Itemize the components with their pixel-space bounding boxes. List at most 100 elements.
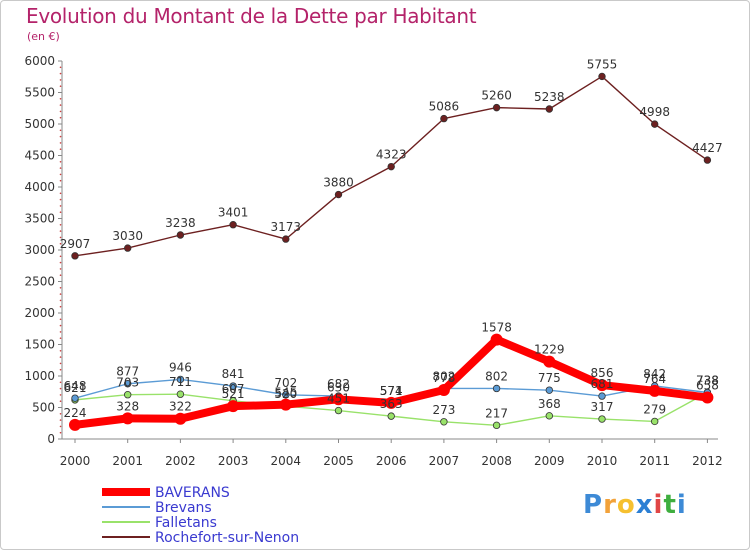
y-minor-tick xyxy=(59,274,62,277)
data-label: 841 xyxy=(222,367,245,381)
data-point xyxy=(123,391,132,399)
data-point xyxy=(492,103,501,112)
data-label: 621 xyxy=(64,381,87,395)
y-minor-tick xyxy=(59,224,62,226)
data-point xyxy=(123,244,132,252)
data-point xyxy=(385,396,398,409)
data-label: 571 xyxy=(380,384,403,398)
y-minor-tick xyxy=(59,148,62,150)
data-point xyxy=(121,412,134,425)
data-point xyxy=(229,221,237,229)
data-point xyxy=(282,235,290,243)
data-point xyxy=(598,72,606,81)
y-minor-tick xyxy=(59,135,62,138)
data-label: 574 xyxy=(380,384,403,398)
data-label: 224 xyxy=(64,406,87,420)
y-minor-tick xyxy=(59,293,62,295)
data-point xyxy=(440,418,448,426)
y-minor-tick xyxy=(59,350,62,352)
y-minor-tick xyxy=(59,179,62,182)
logo-letter: r xyxy=(603,490,617,520)
y-minor-tick xyxy=(59,381,62,384)
data-point xyxy=(176,390,185,398)
y-minor-tick xyxy=(59,299,62,302)
data-label: 842 xyxy=(643,367,666,381)
data-point xyxy=(176,375,185,384)
data-label: 648 xyxy=(64,379,87,393)
data-label: 3173 xyxy=(271,220,302,234)
data-point xyxy=(598,392,606,400)
data-label: 322 xyxy=(169,400,192,414)
y-minor-tick xyxy=(59,85,62,87)
y-minor-tick xyxy=(59,337,62,340)
data-point xyxy=(545,386,553,394)
y-minor-tick xyxy=(59,368,62,371)
y-minor-tick xyxy=(59,419,62,421)
chart-subtitle: (en €) xyxy=(27,30,60,43)
data-point xyxy=(490,333,503,346)
data-label: 775 xyxy=(538,371,561,385)
x-tick-label: 2000 xyxy=(60,454,91,468)
data-label: 328 xyxy=(116,399,139,413)
data-label: 681 xyxy=(591,377,614,391)
data-label: 802 xyxy=(432,369,455,383)
y-minor-tick xyxy=(59,400,62,403)
logo-letter: i xyxy=(676,490,687,520)
x-tick-label: 2009 xyxy=(534,454,565,468)
data-label: 5086 xyxy=(429,100,460,114)
data-point xyxy=(334,190,343,199)
data-point xyxy=(387,162,395,171)
chart-title: Evolution du Montant de la Dette par Hab… xyxy=(26,4,477,28)
data-point xyxy=(598,415,606,423)
y-minor-tick xyxy=(59,261,62,264)
data-label: 3030 xyxy=(112,229,143,243)
data-point xyxy=(545,105,553,113)
data-point xyxy=(703,156,712,164)
data-label: 764 xyxy=(643,372,666,386)
data-label: 946 xyxy=(169,360,192,374)
y-minor-tick xyxy=(59,161,62,163)
y-tick-label: 2000 xyxy=(24,306,55,320)
logo-letter: x xyxy=(635,490,654,520)
data-label: 521 xyxy=(222,387,245,401)
x-tick-label: 2007 xyxy=(429,454,460,468)
data-point xyxy=(596,379,608,392)
logo-letter: o xyxy=(616,490,636,520)
data-label: 451 xyxy=(327,392,350,406)
logo-letter: i xyxy=(653,490,664,520)
data-point xyxy=(437,383,450,396)
y-minor-tick xyxy=(59,324,62,327)
legend-label: Brevans xyxy=(155,500,212,516)
y-tick-label: 5500 xyxy=(24,86,55,100)
y-minor-tick xyxy=(59,287,62,289)
x-tick-label: 2003 xyxy=(218,454,249,468)
data-label: 1229 xyxy=(534,343,565,357)
y-tick-label: 2500 xyxy=(24,275,55,289)
logo-letter: P xyxy=(583,490,604,520)
y-minor-tick xyxy=(59,356,62,358)
data-point xyxy=(440,114,448,123)
x-tick-label: 2004 xyxy=(271,454,302,468)
y-minor-tick xyxy=(59,173,62,176)
data-point xyxy=(227,400,240,413)
y-tick-label: 6000 xyxy=(24,54,55,68)
y-minor-tick xyxy=(59,305,62,308)
data-label: 630 xyxy=(327,380,350,394)
data-point xyxy=(648,384,661,397)
legend-label: Rochefort-sur-Nenon xyxy=(155,530,299,546)
data-label: 368 xyxy=(538,397,561,411)
data-point xyxy=(651,417,659,426)
data-point xyxy=(174,412,187,425)
x-tick-label: 2012 xyxy=(692,454,723,468)
data-point xyxy=(543,355,556,368)
y-minor-tick xyxy=(59,387,62,390)
data-point xyxy=(71,394,79,402)
logo-letter: t xyxy=(663,490,677,520)
data-label: 520 xyxy=(274,387,297,401)
data-label: 4998 xyxy=(639,105,670,119)
data-label: 273 xyxy=(432,403,455,417)
data-label: 4323 xyxy=(376,148,407,162)
data-point xyxy=(279,398,292,411)
data-label: 363 xyxy=(380,397,403,411)
